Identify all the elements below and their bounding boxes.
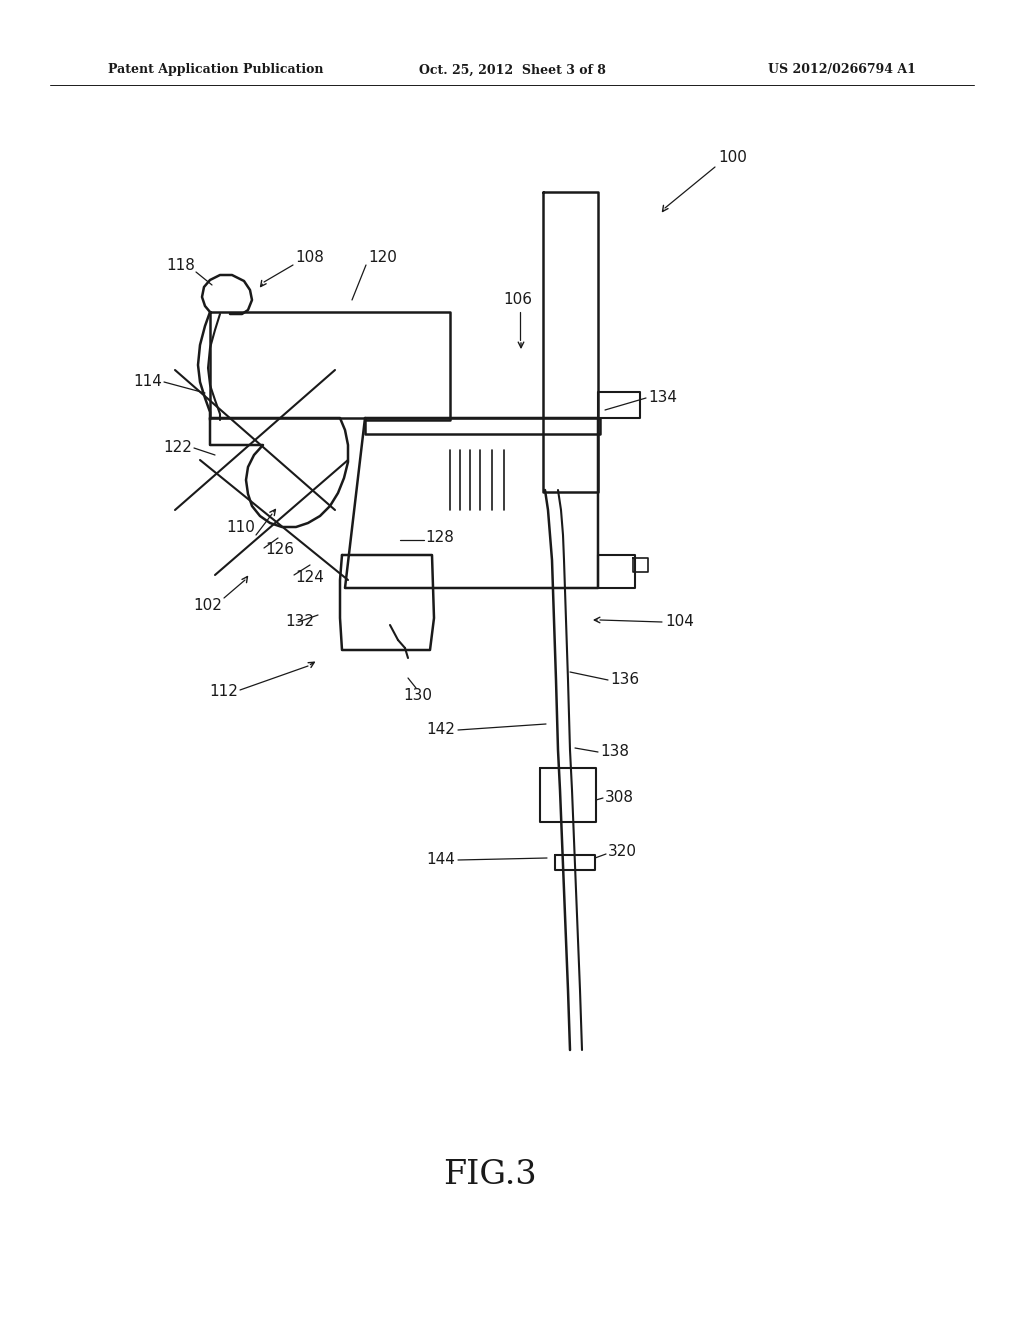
Text: 104: 104 <box>665 615 694 630</box>
Polygon shape <box>345 418 598 587</box>
Text: 144: 144 <box>426 853 455 867</box>
Text: 126: 126 <box>265 543 294 557</box>
Text: Oct. 25, 2012  Sheet 3 of 8: Oct. 25, 2012 Sheet 3 of 8 <box>419 63 605 77</box>
Polygon shape <box>598 392 640 418</box>
Text: 106: 106 <box>504 293 532 308</box>
Text: 134: 134 <box>648 391 677 405</box>
Text: 110: 110 <box>226 520 255 536</box>
Text: 128: 128 <box>425 531 454 545</box>
Text: 138: 138 <box>600 744 629 759</box>
Text: 130: 130 <box>403 688 432 702</box>
Polygon shape <box>540 768 596 822</box>
Polygon shape <box>598 554 635 587</box>
Text: 120: 120 <box>368 251 397 265</box>
Text: 122: 122 <box>163 441 193 455</box>
Polygon shape <box>340 554 434 649</box>
Text: 108: 108 <box>295 251 324 265</box>
Polygon shape <box>543 191 598 492</box>
Polygon shape <box>210 418 348 527</box>
Text: US 2012/0266794 A1: US 2012/0266794 A1 <box>768 63 916 77</box>
Text: 136: 136 <box>610 672 639 688</box>
Polygon shape <box>555 855 595 870</box>
Text: Patent Application Publication: Patent Application Publication <box>108 63 324 77</box>
Polygon shape <box>210 312 450 420</box>
Text: 124: 124 <box>295 570 324 586</box>
Text: 102: 102 <box>194 598 222 612</box>
Text: 118: 118 <box>166 257 195 272</box>
Text: 142: 142 <box>426 722 455 738</box>
Text: FIG.3: FIG.3 <box>443 1159 537 1191</box>
Text: 132: 132 <box>285 615 314 630</box>
Text: 308: 308 <box>605 791 634 805</box>
Text: 100: 100 <box>718 150 746 165</box>
Text: 112: 112 <box>209 685 238 700</box>
Text: 114: 114 <box>133 375 162 389</box>
Text: 320: 320 <box>608 845 637 859</box>
Polygon shape <box>365 418 600 434</box>
Polygon shape <box>633 558 648 572</box>
